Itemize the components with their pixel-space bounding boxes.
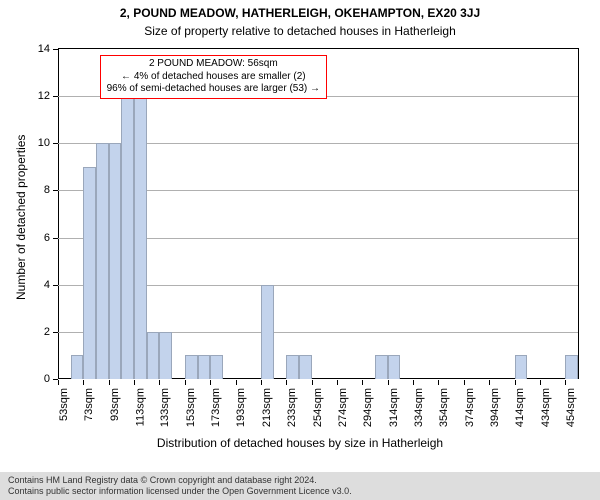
histogram-bar: [159, 332, 172, 379]
histogram-bar: [261, 285, 274, 379]
x-tick-label: 274sqm: [337, 388, 349, 427]
y-axis-label: Number of detached properties: [14, 135, 28, 300]
y-tick-label: 14: [38, 43, 58, 55]
x-tick-label: 153sqm: [185, 388, 197, 427]
y-tick-label: 12: [38, 90, 58, 102]
histogram-bar: [71, 355, 84, 379]
histogram-bar: [96, 143, 109, 379]
histogram-bar: [121, 96, 134, 379]
x-tick-label: 354sqm: [438, 388, 450, 427]
x-tick-label: 193sqm: [236, 388, 248, 427]
histogram-bar: [134, 96, 147, 379]
histogram-bar: [210, 355, 223, 379]
histogram-bar: [198, 355, 211, 379]
x-tick-label: 314sqm: [388, 388, 400, 427]
x-tick-label: 93sqm: [109, 388, 121, 421]
plot-area: 0246810121453sqm73sqm93sqm113sqm133sqm15…: [58, 48, 579, 379]
x-tick-label: 213sqm: [261, 388, 273, 427]
x-tick-label: 434sqm: [540, 388, 552, 427]
annotation-line: 96% of semi-detached houses are larger (…: [107, 83, 320, 96]
histogram-bar: [565, 355, 578, 379]
x-tick-label: 294sqm: [362, 388, 374, 427]
x-tick-label: 133sqm: [159, 388, 171, 427]
chart-title: 2, POUND MEADOW, HATHERLEIGH, OKEHAMPTON…: [0, 6, 600, 20]
histogram-bar: [299, 355, 312, 379]
histogram-bar: [109, 143, 122, 379]
histogram-bar: [388, 355, 401, 379]
histogram-bar: [185, 355, 198, 379]
annotation-line: 2 POUND MEADOW: 56sqm: [107, 58, 320, 71]
x-tick-label: 233sqm: [286, 388, 298, 427]
footer-line: Contains HM Land Registry data © Crown c…: [8, 475, 592, 486]
y-tick-label: 6: [44, 232, 58, 244]
x-axis-label: Distribution of detached houses by size …: [0, 436, 600, 450]
x-tick-label: 454sqm: [565, 388, 577, 427]
y-tick-label: 8: [44, 184, 58, 196]
footer: Contains HM Land Registry data © Crown c…: [0, 472, 600, 500]
y-tick-label: 10: [38, 137, 58, 149]
x-tick-label: 414sqm: [515, 388, 527, 427]
x-tick-label: 254sqm: [312, 388, 324, 427]
chart-subtitle: Size of property relative to detached ho…: [0, 24, 600, 38]
y-tick-label: 2: [44, 326, 58, 338]
y-tick-label: 4: [44, 279, 58, 291]
histogram-bar: [83, 167, 96, 379]
histogram-bar: [375, 355, 388, 379]
x-tick-label: 173sqm: [210, 388, 222, 427]
histogram-bar: [515, 355, 528, 379]
y-tick-label: 0: [44, 373, 58, 385]
x-tick-label: 334sqm: [413, 388, 425, 427]
histogram-bar: [147, 332, 160, 379]
annotation-line: ← 4% of detached houses are smaller (2): [107, 71, 320, 84]
x-tick-label: 394sqm: [489, 388, 501, 427]
x-tick-label: 113sqm: [134, 388, 146, 426]
footer-line: Contains public sector information licen…: [8, 486, 592, 497]
x-tick-label: 374sqm: [464, 388, 476, 427]
x-tick-label: 73sqm: [83, 388, 95, 421]
x-tick-label: 53sqm: [58, 388, 70, 421]
annotation-box: 2 POUND MEADOW: 56sqm← 4% of detached ho…: [100, 55, 327, 99]
histogram-bar: [286, 355, 299, 379]
